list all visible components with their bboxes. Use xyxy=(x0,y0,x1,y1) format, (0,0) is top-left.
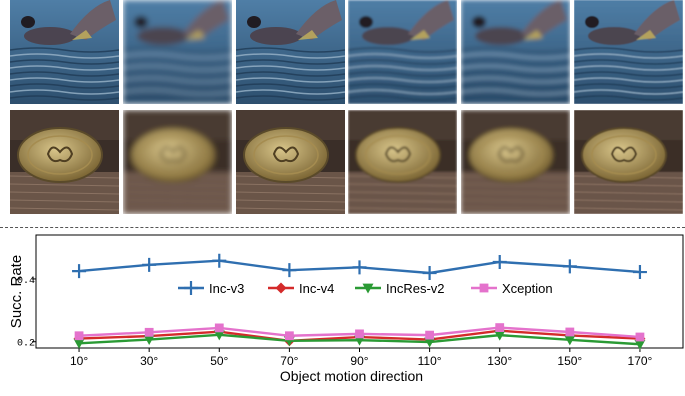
x-tick-label: 10° xyxy=(70,354,88,368)
legend-marker xyxy=(184,281,198,295)
legend-label: Inc-v3 xyxy=(209,281,244,296)
legend-marker xyxy=(362,283,374,294)
legend-label: IncRes-v2 xyxy=(386,281,445,296)
legend: Inc-v3 Inc-v4 IncRes-v2 Xception xyxy=(178,281,553,296)
line-chart: 10° 30° 50° 70° 90° 110° 130° 150° 170° 0.2 0.4 Obj… xyxy=(8,234,684,384)
data-point xyxy=(74,331,84,341)
data-point xyxy=(142,257,157,272)
bird-image-tile xyxy=(574,0,683,104)
y-axis-label: Succ. Rate xyxy=(8,255,25,328)
x-tick-label: 90° xyxy=(350,354,368,368)
legend-item: Xception xyxy=(471,281,553,296)
data-point xyxy=(635,332,645,342)
section-divider xyxy=(0,227,685,228)
data-point xyxy=(282,263,297,278)
y-tick-label: 0.2 xyxy=(17,339,35,350)
x-tick-label: 110° xyxy=(418,354,442,368)
coin-image-tile xyxy=(10,110,119,214)
legend-item: Inc-v3 xyxy=(178,281,244,296)
coin-image-tile xyxy=(461,110,571,214)
data-point xyxy=(424,337,436,348)
data-point xyxy=(352,260,367,275)
data-point xyxy=(212,253,227,268)
y-tick-label: 0.4 xyxy=(17,276,35,287)
data-point xyxy=(143,335,155,346)
legend-item: IncRes-v2 xyxy=(355,281,445,296)
data-point xyxy=(72,264,87,279)
x-tick-label: 130° xyxy=(487,354,512,368)
data-point xyxy=(422,265,437,280)
coin-image-tile xyxy=(348,110,458,214)
data-point xyxy=(355,329,364,339)
bird-image-tile xyxy=(348,0,458,104)
data-point xyxy=(492,254,507,269)
series-inc-v3 xyxy=(72,253,647,280)
data-point xyxy=(144,327,154,337)
legend-label: Xception xyxy=(502,281,553,296)
data-point xyxy=(494,330,506,341)
data-point xyxy=(562,259,577,274)
legend-item: Inc-v4 xyxy=(268,281,334,296)
series-xception xyxy=(74,323,645,342)
data-point xyxy=(564,335,576,346)
bird-image-tile xyxy=(235,0,345,104)
x-tick-label: 50° xyxy=(210,354,228,368)
bird-image-tile xyxy=(10,0,119,104)
bird-image-tile xyxy=(461,0,571,104)
bird-image-tile xyxy=(122,0,232,104)
data-point xyxy=(634,339,646,350)
legend-marker xyxy=(275,282,287,294)
data-point xyxy=(213,330,225,341)
x-tick-label: 30° xyxy=(140,354,158,368)
image-grid xyxy=(10,0,683,220)
data-point xyxy=(565,327,575,337)
coin-image-tile xyxy=(235,110,345,214)
data-point xyxy=(284,331,294,341)
legend-label: Inc-v4 xyxy=(299,281,334,296)
x-axis-label: Object motion direction xyxy=(280,368,423,384)
x-tick-label: 170° xyxy=(628,354,653,368)
data-point xyxy=(425,330,435,340)
data-point xyxy=(214,323,224,333)
data-point xyxy=(73,338,85,349)
x-tick-label: 150° xyxy=(557,354,582,368)
coin-image-tile xyxy=(122,110,232,214)
coin-image-tile xyxy=(574,110,683,214)
data-point xyxy=(495,323,505,332)
data-point xyxy=(632,265,647,280)
x-tick-label: 70° xyxy=(280,354,298,368)
legend-marker xyxy=(479,283,489,293)
